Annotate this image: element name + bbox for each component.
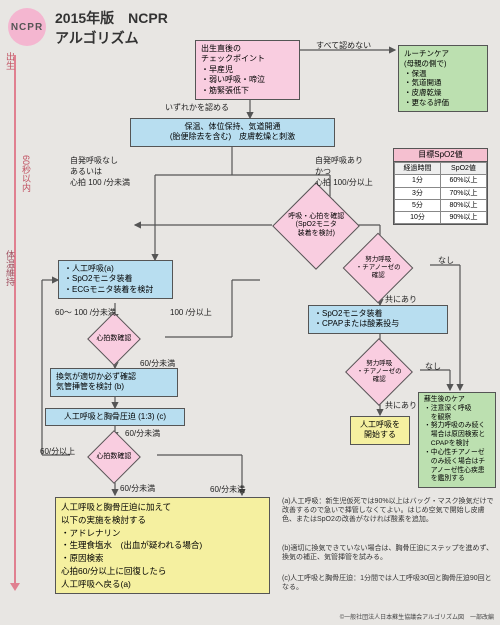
lbl-hr60less: 60/分未満	[140, 358, 175, 369]
lbl-hr60less4: 60/分未満	[210, 484, 245, 495]
tube-text: 換気が適切か必ず確認 気管挿管を検討 (b)	[56, 372, 136, 391]
lbl-hr60less2: 60/分未満	[125, 428, 160, 439]
lbl-both1: 共にあり	[385, 294, 417, 305]
checkpoints-box: 出生直後の チェックポイント ・早産児 ・弱い呼吸・啼泣 ・筋緊張低下	[195, 40, 300, 100]
timeline-line	[14, 55, 16, 585]
lbl-none1: なし	[438, 255, 454, 266]
cpap-box: ・SpO2モニタ装着 ・CPAPまたは酸素投与	[308, 305, 448, 334]
lbl-no-spont: 自発呼吸なし あるいは 心拍 100 /分未満	[70, 155, 130, 188]
spo2-r1c1: 60%以上	[440, 175, 486, 187]
spo2-r2c0: 3分	[395, 187, 441, 199]
spo2-r4c0: 10分	[395, 211, 441, 223]
startvent-box: 人工呼吸を 開始する	[350, 416, 410, 445]
lbl-hr100plus: 100 /分以上	[170, 307, 212, 318]
footnote-a: (a)人工呼吸：新生児仮死では90%以上はバッグ・マスク換気だけで改善するので急…	[282, 498, 494, 524]
spo2-r1c0: 1分	[395, 175, 441, 187]
lbl-both2: 共にあり	[385, 400, 417, 411]
final-text: 人工呼吸と胸骨圧迫に加えて 以下の実施を検討する ・アドレナリン ・生理食塩水 …	[61, 502, 202, 589]
cpap-text: ・SpO2モニタ装着 ・CPAPまたは酸素投与	[314, 309, 399, 328]
spo2-r4c1: 90%以上	[440, 211, 486, 223]
spo2-r2c1: 70%以上	[440, 187, 486, 199]
lbl-none2: なし	[425, 361, 441, 372]
final-box: 人工呼吸と胸骨圧迫に加えて 以下の実施を検討する ・アドレナリン ・生理食塩水 …	[55, 497, 270, 594]
lbl-hr60plus: 60/分以上	[40, 446, 75, 457]
title-line2: アルゴリズム	[55, 28, 168, 48]
logo-text: NCPR	[11, 22, 43, 33]
vent-box: ・人工呼吸(a) ・SpO2モニタ装着 ・ECGモニタ装着を検討	[58, 260, 173, 299]
d3-text: 心拍数確認	[96, 335, 132, 343]
footnote-c: (c)人工呼吸と胸骨圧迫：1分間では人工呼吸30回と胸骨圧迫90回となる。	[282, 575, 494, 593]
diamond-check-breathing: 呼吸・心拍を確認 (SpO2モニタ 装着を検討)	[272, 182, 360, 270]
postcare-box: 蘇生後のケア ・注意深く呼吸 を観察 ・努力呼吸のみ続く 場合は原因検索と CP…	[418, 392, 496, 488]
d4-text: 努力呼吸 ・チアノーゼの確認	[356, 360, 402, 383]
ncpr-logo: NCPR	[8, 8, 46, 46]
diamond-effort-cyanosis-1: 努力呼吸 ・チアノーゼの確認	[343, 233, 414, 304]
diamond-effort-cyanosis-2: 努力呼吸 ・チアノーゼの確認	[345, 338, 413, 406]
postcare-text: 蘇生後のケア ・注意深く呼吸 を観察 ・努力呼吸のみ続く 場合は原因検索と CP…	[424, 396, 485, 482]
spo2-h0: 経過時間	[395, 163, 441, 175]
page-title: 2015年版 NCPR アルゴリズム	[55, 8, 168, 48]
warm-box: 保温、体位保持、気道開通 (胎便除去を含む) 皮膚乾燥と刺激	[130, 118, 335, 147]
lbl-hr60less3: 60/分未満	[120, 483, 155, 494]
spo2-h1: SpO2値	[440, 163, 486, 175]
lbl-none-all: すべて認めない	[316, 40, 371, 51]
warm-text: 保温、体位保持、気道開通 (胎便除去を含む) 皮膚乾燥と刺激	[170, 122, 295, 141]
routine-care-box: ルーチンケア (母親の側で) ・保温 ・気道開通 ・皮膚乾燥 ・更なる評価	[398, 45, 488, 112]
checkpoints-text: 出生直後の チェックポイント ・早産児 ・弱い呼吸・啼泣 ・筋緊張低下	[201, 44, 265, 95]
title-line1: 2015年版 NCPR	[55, 8, 168, 28]
routine-text: ルーチンケア (母親の側で) ・保温 ・気道開通 ・皮膚乾燥 ・更なる評価	[404, 49, 449, 107]
diamond-hr-1: 心拍数確認	[87, 312, 141, 366]
tube-box: 換気が適切か必ず確認 気管挿管を検討 (b)	[50, 368, 178, 397]
vlabel-temp: 体温維持	[4, 250, 17, 286]
vlabel-birth: 出生	[4, 52, 17, 70]
d2-text: 努力呼吸 ・チアノーゼの確認	[354, 256, 402, 279]
lbl-spont: 自発呼吸あり かつ 心拍 100/分以上	[315, 155, 373, 188]
compress-box: 人工呼吸と胸骨圧迫 (1:3) (c)	[45, 408, 185, 426]
vlabel-60s: 60秒以内	[20, 155, 33, 192]
startvent-text: 人工呼吸を 開始する	[360, 420, 400, 439]
lbl-some-yes: いずれかを認める	[165, 102, 229, 113]
d5-text: 心拍数確認	[96, 453, 132, 461]
d1-text: 呼吸・心拍を確認 (SpO2モニタ 装着を検討)	[286, 213, 346, 238]
compress-text: 人工呼吸と胸骨圧迫 (1:3) (c)	[64, 412, 166, 421]
spo2-r3c0: 5分	[395, 199, 441, 211]
spo2-title: 目標SpO2値	[394, 149, 487, 162]
spo2-rows: 経過時間SpO2値 1分60%以上 3分70%以上 5分80%以上 10分90%…	[394, 162, 487, 223]
footnote-b: (b)適切に換気できていない場合は、胸骨圧迫にステップを進めず、換気の補正、気管…	[282, 545, 494, 563]
copyright: ©一般社団法人日本蘇生協議会アルゴリズム図 一部改編	[340, 612, 494, 621]
spo2-table: 目標SpO2値 経過時間SpO2値 1分60%以上 3分70%以上 5分80%以…	[393, 148, 488, 225]
lbl-hr60-100: 60～ 100 /分未満	[55, 307, 116, 318]
vent-text: ・人工呼吸(a) ・SpO2モニタ装着 ・ECGモニタ装着を検討	[64, 264, 153, 294]
spo2-r3c1: 80%以上	[440, 199, 486, 211]
